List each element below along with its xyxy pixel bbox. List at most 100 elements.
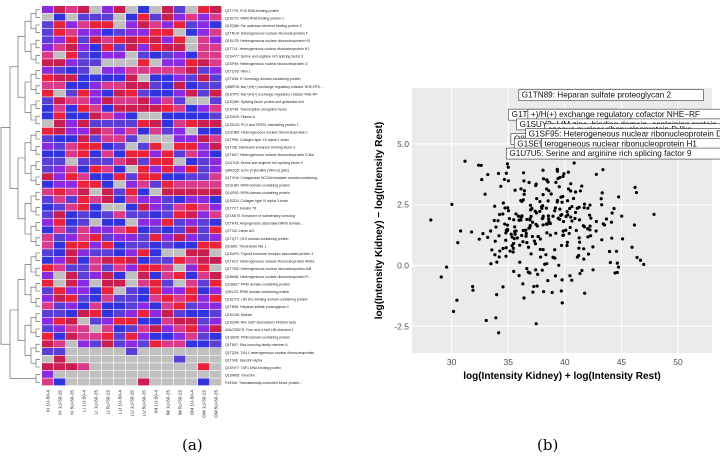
heatmap-cell: [210, 287, 222, 295]
y-tick-label: 5.0: [397, 139, 409, 149]
dendrogram-branch: [35, 207, 40, 216]
heatmap-cell: [162, 66, 174, 74]
dendrogram-branch: [35, 374, 40, 383]
heatmap-cell: [138, 59, 150, 67]
dendrogram-branch: [35, 39, 40, 49]
heatmap-cell: [90, 196, 102, 203]
dendrogram-branch: [30, 226, 36, 242]
heatmap-cell: [54, 44, 66, 51]
heatmap-cell: [78, 370, 90, 378]
heatmap-cell: [198, 120, 210, 127]
heatmap-cell: [78, 28, 90, 36]
data-point: [620, 237, 625, 241]
heatmap-cell: [126, 142, 138, 150]
heatmap-cell: [150, 51, 162, 59]
heatmap-cell: [54, 325, 66, 333]
heatmap-cell: [186, 226, 198, 234]
heatmap-cell: [150, 294, 162, 302]
heatmap-cell: [78, 135, 90, 143]
data-point: [489, 229, 493, 233]
heatmap-cell: [162, 348, 174, 355]
heatmap-cell: [126, 104, 138, 112]
heatmap-cell: [90, 21, 102, 29]
heatmap-cell: [174, 279, 186, 287]
heatmap-cell: [186, 188, 198, 196]
data-point: [559, 195, 563, 199]
heatmap-cell: [102, 302, 114, 310]
heatmap-cell: [54, 203, 66, 211]
heatmap-cell: [102, 249, 114, 257]
heatmap-cell: [102, 378, 114, 386]
heatmap-cell: [66, 142, 78, 150]
data-point: [525, 267, 529, 271]
heatmap-cell: [66, 256, 78, 264]
heatmap-cell: [78, 218, 90, 226]
heatmap-cell: [150, 66, 162, 74]
heatmap-cell: [162, 165, 174, 173]
data-point: [541, 192, 545, 197]
heatmap-cell: [150, 36, 162, 44]
heatmap-cell: [90, 112, 102, 120]
heatmap-cell: [102, 120, 114, 127]
heatmap-cell: [90, 82, 102, 89]
heatmap-cell: [126, 211, 138, 219]
heatmap-cell: [78, 89, 90, 97]
heatmap-row-label: Q1TK43: Angiogenesis associated MIR6 dom…: [225, 222, 303, 226]
data-point: [501, 285, 505, 289]
heatmap-row-label: Q1SCH6: Moesin: [225, 313, 252, 317]
heatmap-cell: [138, 127, 150, 135]
heatmap-cell: [138, 89, 150, 97]
data-point: [527, 180, 531, 185]
heatmap-cell: [138, 302, 150, 310]
heatmap-cell: [114, 287, 126, 295]
dendrogram-branch: [0, 127, 10, 345]
heatmap-cell: [162, 196, 174, 203]
heatmap-cell: [162, 44, 174, 51]
heatmap-cell: [114, 142, 126, 150]
heatmap-cell: [150, 340, 162, 348]
heatmap-cell: [102, 256, 114, 264]
heatmap-cell: [54, 51, 66, 59]
heatmap-row-label: Q1T0I8: Interleukin enhancer binding fac…: [225, 146, 295, 150]
heatmap-column-label: LU 1U-50-4: [118, 390, 123, 414]
data-point: [577, 236, 581, 240]
heatmap-cell: [102, 44, 114, 51]
data-point: [604, 217, 609, 221]
data-point: [544, 206, 548, 210]
data-point: [613, 271, 617, 275]
data-point: [573, 210, 578, 215]
data-point: [511, 246, 515, 250]
heatmap-cell: [90, 287, 102, 295]
heatmap-cell: [66, 196, 78, 203]
heatmap-cell: [126, 188, 138, 196]
data-point: [559, 243, 564, 248]
heatmap-row-label: Q1TQ34: TIAL1 heterogeneous nuclear ribo…: [225, 351, 314, 355]
heatmap-cell: [102, 196, 114, 203]
heatmap-cell: [210, 325, 222, 333]
dendrogram-branch: [35, 9, 40, 18]
heatmap-cell: [162, 188, 174, 196]
heatmap-cell: [102, 363, 114, 371]
heatmap-cell: [102, 36, 114, 44]
heatmap-cell: [162, 294, 174, 302]
heatmap-cell: [126, 287, 138, 295]
data-point: [545, 231, 549, 235]
heatmap-cell: [114, 74, 126, 82]
data-point: [504, 238, 508, 242]
heatmap-cell: [186, 363, 198, 371]
data-point: [503, 206, 507, 210]
heatmap-cell: [54, 287, 66, 295]
data-point: [556, 216, 560, 220]
heatmap-cell: [138, 310, 150, 317]
heatmap-cell: [174, 378, 186, 386]
data-point: [512, 241, 516, 246]
heatmap-cell: [198, 348, 210, 355]
data-point: [479, 163, 483, 168]
heatmap-cell: [162, 355, 174, 363]
heatmap-cell: [186, 150, 198, 158]
heatmap-cell: [198, 218, 210, 226]
data-point: [566, 170, 570, 174]
heatmap-cell: [102, 150, 114, 158]
heatmap-cell: [114, 211, 126, 219]
heatmap-cell: [138, 355, 150, 363]
